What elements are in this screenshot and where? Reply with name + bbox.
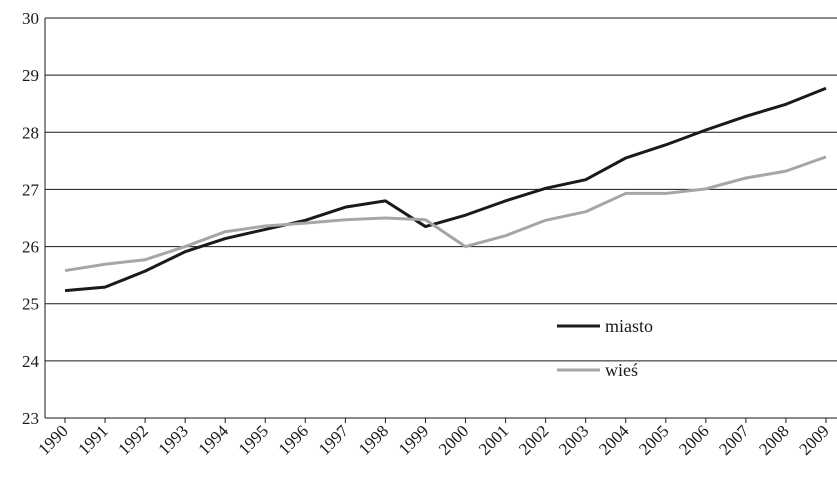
- x-tick-label-2009: 2009: [795, 421, 832, 458]
- y-tick-label-24: 24: [22, 352, 40, 371]
- x-tick-label-2004: 2004: [595, 421, 633, 459]
- grid-lines: [45, 17, 837, 419]
- y-tick-label-28: 28: [22, 123, 39, 142]
- x-tick-label-2001: 2001: [475, 421, 512, 458]
- x-tick-label-2003: 2003: [555, 421, 592, 458]
- x-tick-label-1999: 1999: [395, 421, 432, 458]
- axes: [44, 18, 837, 423]
- y-tick-labels: 23 24 25 26 27 28 29 30: [22, 9, 40, 428]
- x-tick-label-1993: 1993: [155, 421, 192, 458]
- series-line-wies: [64, 155, 827, 273]
- x-tick-label-1991: 1991: [74, 421, 111, 458]
- x-tick-label-2002: 2002: [515, 421, 552, 458]
- y-tick-label-29: 29: [22, 66, 39, 85]
- series-lines: [64, 86, 827, 293]
- series-line-miasto: [64, 86, 827, 293]
- x-tick-label-1996: 1996: [275, 421, 312, 458]
- x-tick-label-2006: 2006: [675, 421, 712, 458]
- y-tick-label-25: 25: [22, 295, 39, 314]
- legend: miasto wieś: [557, 316, 653, 380]
- x-tick-label-1995: 1995: [235, 421, 272, 458]
- x-tick-label-2007: 2007: [715, 421, 753, 459]
- legend-label-miasto: miasto: [605, 316, 653, 336]
- x-tick-label-2005: 2005: [635, 421, 672, 458]
- y-tick-label-27: 27: [22, 180, 40, 199]
- x-tick-label-1997: 1997: [315, 421, 353, 459]
- y-tick-label-30: 30: [22, 9, 39, 28]
- x-tick-label-1990: 1990: [34, 421, 71, 458]
- x-tick-label-1994: 1994: [195, 421, 233, 459]
- legend-label-wies: wieś: [605, 360, 638, 380]
- x-tick-label-1992: 1992: [114, 421, 151, 458]
- y-tick-label-26: 26: [22, 238, 39, 257]
- y-tick-label-23: 23: [22, 409, 39, 428]
- x-tick-label-2000: 2000: [435, 421, 472, 458]
- x-tick-label-2008: 2008: [755, 421, 792, 458]
- x-tick-labels: 1990 1991 1992 1993 1994 1995 1996 1997 1998 1999…: [34, 421, 832, 459]
- x-tick-label-1998: 1998: [355, 421, 392, 458]
